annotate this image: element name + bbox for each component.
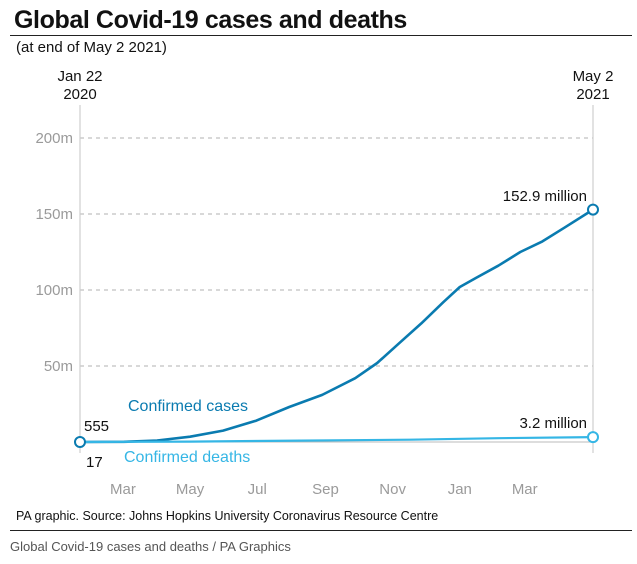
y-tick-label: 150m [35, 206, 73, 223]
start-date-year: 2020 [63, 86, 96, 103]
cases-start-marker [74, 436, 86, 448]
end-date-year: 2021 [576, 86, 609, 103]
cases-start-value: 555 [84, 418, 109, 435]
top-rule [10, 35, 632, 36]
series-layer [74, 203, 599, 448]
chart-subtitle: (at end of May 2 2021) [16, 39, 167, 56]
y-tick-label: 100m [35, 282, 73, 299]
start-date-label: Jan 22 [57, 68, 102, 85]
cases-end-marker [587, 203, 599, 216]
deaths-start-value: 17 [86, 454, 103, 471]
deaths-end-value: 3.2 million [519, 415, 587, 432]
y-tick-label: 200m [35, 130, 73, 147]
x-tick-label: May [176, 481, 205, 498]
chart-title: Global Covid-19 cases and deaths [14, 6, 407, 34]
x-tick-label: Mar [512, 481, 538, 498]
cases-end-value: 152.9 million [503, 188, 587, 205]
bottom-rule [10, 530, 632, 531]
source-note: PA graphic. Source: Johns Hopkins Univer… [16, 509, 439, 523]
image-caption: Global Covid-19 cases and deaths / PA Gr… [10, 539, 291, 554]
x-tick-label: Jul [248, 481, 267, 498]
end-date-label: May 2 [573, 68, 614, 85]
x-tick-label: Jan [448, 481, 472, 498]
x-tick-label: Nov [379, 481, 406, 498]
x-tick-label: Mar [110, 481, 136, 498]
deaths-end-marker [587, 431, 599, 444]
y-tick-label: 50m [44, 358, 73, 375]
x-tick-label: Sep [312, 481, 339, 498]
cases-line [78, 208, 595, 444]
grid-layer [80, 137, 593, 367]
axis-layer: 50m 100m 150m 200m Mar May Jul Sep Nov Jan Mar [35, 105, 594, 498]
deaths-line [78, 436, 595, 444]
deaths-series-label: Confirmed deaths [124, 449, 250, 466]
cases-series-label: Confirmed cases [128, 398, 248, 415]
